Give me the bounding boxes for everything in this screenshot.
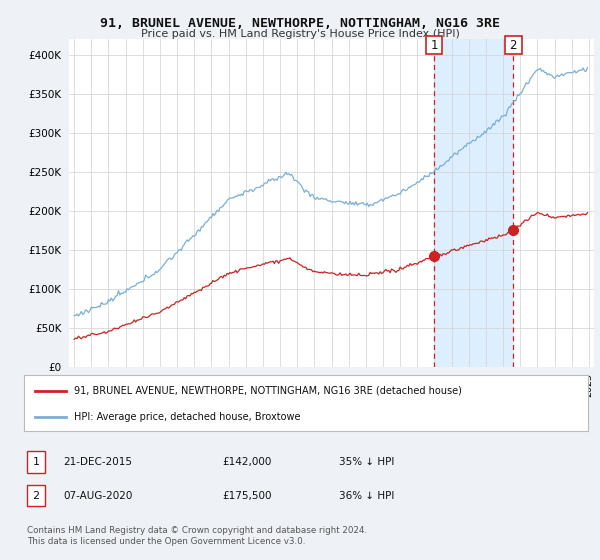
Text: 1: 1 — [32, 457, 40, 467]
Text: 35% ↓ HPI: 35% ↓ HPI — [339, 457, 394, 467]
Text: 91, BRUNEL AVENUE, NEWTHORPE, NOTTINGHAM, NG16 3RE: 91, BRUNEL AVENUE, NEWTHORPE, NOTTINGHAM… — [100, 17, 500, 30]
Text: £175,500: £175,500 — [222, 491, 271, 501]
Text: 1: 1 — [430, 39, 437, 52]
Text: 07-AUG-2020: 07-AUG-2020 — [63, 491, 133, 501]
Text: 2: 2 — [32, 491, 40, 501]
Bar — [434, 39, 514, 367]
Text: HPI: Average price, detached house, Broxtowe: HPI: Average price, detached house, Brox… — [74, 412, 300, 422]
Text: 2: 2 — [509, 39, 517, 52]
Text: Price paid vs. HM Land Registry's House Price Index (HPI): Price paid vs. HM Land Registry's House … — [140, 29, 460, 39]
Text: 91, BRUNEL AVENUE, NEWTHORPE, NOTTINGHAM, NG16 3RE (detached house): 91, BRUNEL AVENUE, NEWTHORPE, NOTTINGHAM… — [74, 386, 461, 396]
Text: 21-DEC-2015: 21-DEC-2015 — [63, 457, 132, 467]
Text: £142,000: £142,000 — [222, 457, 271, 467]
Text: Contains HM Land Registry data © Crown copyright and database right 2024.
This d: Contains HM Land Registry data © Crown c… — [27, 526, 367, 546]
Text: 36% ↓ HPI: 36% ↓ HPI — [339, 491, 394, 501]
